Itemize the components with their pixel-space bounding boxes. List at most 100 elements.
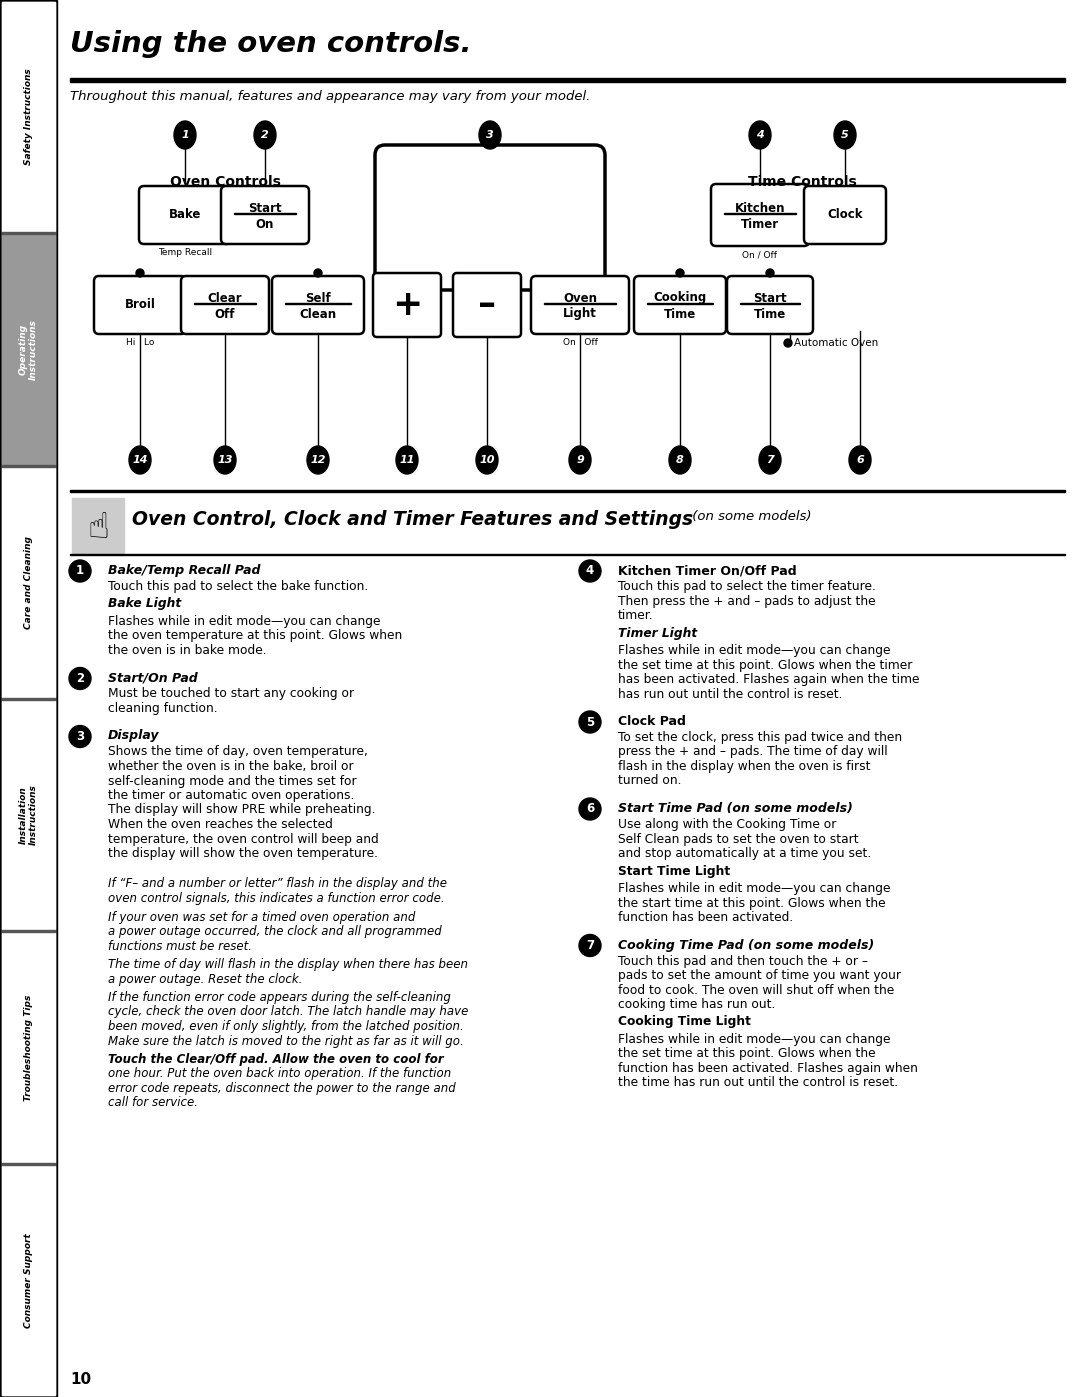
Text: 10: 10 xyxy=(480,455,495,465)
Text: 5: 5 xyxy=(841,130,849,140)
Text: 7: 7 xyxy=(766,455,774,465)
Text: has run out until the control is reset.: has run out until the control is reset. xyxy=(618,687,842,700)
Text: Self Clean pads to set the oven to start: Self Clean pads to set the oven to start xyxy=(618,833,859,845)
Bar xyxy=(2,930,55,932)
Text: Off: Off xyxy=(215,307,235,320)
Text: 7: 7 xyxy=(586,939,594,951)
Text: Operating
Instructions: Operating Instructions xyxy=(18,319,38,380)
Text: the oven is in bake mode.: the oven is in bake mode. xyxy=(108,644,267,657)
Text: Cooking Time Light: Cooking Time Light xyxy=(618,1016,751,1028)
Bar xyxy=(544,303,616,305)
Text: press the + and – pads. The time of day will: press the + and – pads. The time of day … xyxy=(618,746,888,759)
Text: –: – xyxy=(478,288,496,321)
Text: been moved, even if only slightly, from the latched position.: been moved, even if only slightly, from … xyxy=(108,1020,463,1032)
Circle shape xyxy=(579,560,600,583)
Bar xyxy=(2,1,55,1396)
Text: Care and Cleaning: Care and Cleaning xyxy=(24,535,33,629)
FancyBboxPatch shape xyxy=(375,145,605,291)
Text: Make sure the latch is moved to the right as far as it will go.: Make sure the latch is moved to the righ… xyxy=(108,1035,463,1048)
Bar xyxy=(70,490,1065,492)
Text: Timer: Timer xyxy=(741,218,779,231)
Ellipse shape xyxy=(750,122,771,149)
FancyBboxPatch shape xyxy=(221,186,309,244)
Text: cleaning function.: cleaning function. xyxy=(108,703,218,715)
Bar xyxy=(2,700,55,929)
Text: the timer or automatic oven operations.: the timer or automatic oven operations. xyxy=(108,789,354,802)
Circle shape xyxy=(136,270,144,277)
Text: Cooking: Cooking xyxy=(653,292,706,305)
FancyBboxPatch shape xyxy=(139,186,231,244)
Text: the time has run out until the control is reset.: the time has run out until the control i… xyxy=(618,1077,899,1090)
Circle shape xyxy=(676,270,684,277)
Text: Bake Light: Bake Light xyxy=(108,598,181,610)
Text: If your oven was set for a timed oven operation and: If your oven was set for a timed oven op… xyxy=(108,911,416,923)
Text: Time Controls: Time Controls xyxy=(748,175,856,189)
Text: the set time at this point. Glows when the timer: the set time at this point. Glows when t… xyxy=(618,658,913,672)
Ellipse shape xyxy=(214,446,237,474)
Text: timer.: timer. xyxy=(618,609,653,622)
Text: Hi   Lo: Hi Lo xyxy=(125,338,154,346)
Text: Bake/Temp Recall Pad: Bake/Temp Recall Pad xyxy=(108,564,260,577)
Ellipse shape xyxy=(759,446,781,474)
Text: 10: 10 xyxy=(70,1372,91,1387)
Circle shape xyxy=(766,270,774,277)
FancyBboxPatch shape xyxy=(531,277,629,334)
Text: has been activated. Flashes again when the time: has been activated. Flashes again when t… xyxy=(618,673,919,686)
Text: 14: 14 xyxy=(132,455,148,465)
Text: self-cleaning mode and the times set for: self-cleaning mode and the times set for xyxy=(108,774,356,788)
Text: Kitchen: Kitchen xyxy=(734,201,785,215)
Ellipse shape xyxy=(307,446,329,474)
Text: Time: Time xyxy=(664,307,697,320)
Text: On / Off: On / Off xyxy=(743,250,778,258)
Ellipse shape xyxy=(476,446,498,474)
Text: Using the oven controls.: Using the oven controls. xyxy=(70,29,472,59)
Text: Bake: Bake xyxy=(168,208,201,222)
Text: 6: 6 xyxy=(585,802,594,816)
Text: Shows the time of day, oven temperature,: Shows the time of day, oven temperature, xyxy=(108,746,368,759)
Text: Touch this pad and then touch the + or –: Touch this pad and then touch the + or – xyxy=(618,954,868,968)
Text: a power outage occurred, the clock and all programmed: a power outage occurred, the clock and a… xyxy=(108,925,442,937)
Text: the display will show the oven temperature.: the display will show the oven temperatu… xyxy=(108,847,378,861)
FancyBboxPatch shape xyxy=(804,186,886,244)
Circle shape xyxy=(314,270,322,277)
Text: 3: 3 xyxy=(486,130,494,140)
Text: Kitchen Timer On/Off Pad: Kitchen Timer On/Off Pad xyxy=(618,564,797,577)
Bar xyxy=(72,497,124,553)
Text: Cooking Time Pad (on some models): Cooking Time Pad (on some models) xyxy=(618,939,874,951)
Text: Oven Controls: Oven Controls xyxy=(170,175,281,189)
Bar xyxy=(2,697,55,700)
Text: 5: 5 xyxy=(585,715,594,728)
Bar xyxy=(647,303,713,305)
Text: a power outage. Reset the clock.: a power outage. Reset the clock. xyxy=(108,972,302,985)
Text: Clear: Clear xyxy=(207,292,242,305)
Text: 11: 11 xyxy=(400,455,415,465)
Circle shape xyxy=(784,339,792,346)
Bar xyxy=(194,303,256,305)
Text: error code repeats, disconnect the power to the range and: error code repeats, disconnect the power… xyxy=(108,1083,456,1095)
Bar xyxy=(724,212,796,214)
Text: Use along with the Cooking Time or: Use along with the Cooking Time or xyxy=(618,819,836,831)
Text: 2: 2 xyxy=(261,130,269,140)
Text: Touch this pad to select the bake function.: Touch this pad to select the bake functi… xyxy=(108,580,368,592)
Text: 4: 4 xyxy=(756,130,764,140)
Bar xyxy=(2,1166,55,1396)
FancyBboxPatch shape xyxy=(272,277,364,334)
Text: On   Off: On Off xyxy=(563,338,597,346)
Text: 1: 1 xyxy=(181,130,189,140)
Text: Touch the Clear/Off pad. Allow the oven to cool for: Touch the Clear/Off pad. Allow the oven … xyxy=(108,1053,444,1066)
Text: +: + xyxy=(392,288,422,321)
Text: one hour. Put the oven back into operation. If the function: one hour. Put the oven back into operati… xyxy=(108,1067,451,1080)
Ellipse shape xyxy=(669,446,691,474)
Ellipse shape xyxy=(834,122,856,149)
Text: Start Time Pad (on some models): Start Time Pad (on some models) xyxy=(618,802,853,814)
FancyBboxPatch shape xyxy=(727,277,813,334)
Text: ☝: ☝ xyxy=(87,511,109,545)
Text: The display will show PRE while preheating.: The display will show PRE while preheati… xyxy=(108,803,376,816)
Text: Clock Pad: Clock Pad xyxy=(618,715,686,728)
Circle shape xyxy=(579,711,600,733)
Text: temperature, the oven control will beep and: temperature, the oven control will beep … xyxy=(108,833,379,845)
Circle shape xyxy=(579,935,600,957)
Text: 12: 12 xyxy=(310,455,326,465)
Text: Clock: Clock xyxy=(827,208,863,222)
Text: 4: 4 xyxy=(585,564,594,577)
